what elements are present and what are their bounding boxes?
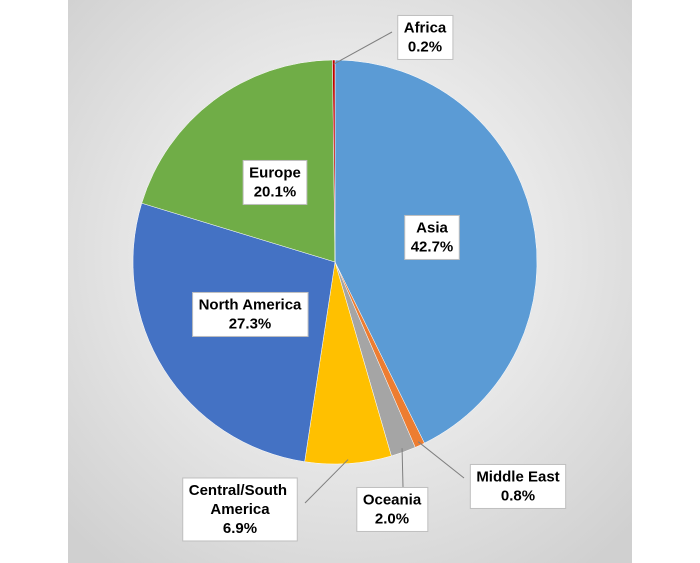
label-value: 0.2% [408, 38, 442, 55]
data-label: Central/South America 6.9% [182, 477, 298, 542]
label-box [404, 214, 460, 260]
label-category: Africa [404, 19, 447, 36]
leader-line [304, 459, 349, 504]
leader-line [333, 31, 393, 65]
pie-slice [332, 59, 336, 263]
data-label: Oceania 2.0% [356, 486, 429, 532]
label-value: 20.1% [254, 183, 297, 200]
data-label: Asia 42.7% [404, 214, 460, 260]
label-category: Asia [416, 219, 448, 236]
label-category: Oceania [363, 491, 422, 508]
leader-line [417, 441, 465, 479]
label-value: 6.9% [223, 520, 257, 537]
label-value: 0.8% [501, 487, 535, 504]
label-value: 42.7% [411, 238, 454, 255]
label-box [242, 159, 308, 205]
label-box [192, 291, 309, 337]
leader-line [401, 448, 404, 488]
pie-slice [141, 59, 336, 263]
data-label: Africa 0.2% [397, 14, 454, 60]
label-box [356, 486, 429, 532]
label-category: Central/South America [189, 482, 292, 518]
label-box [182, 477, 298, 542]
label-value: 27.3% [229, 315, 272, 332]
label-value: 2.0% [375, 510, 409, 527]
data-label: North America 27.3% [192, 291, 309, 337]
label-line: America [210, 501, 270, 518]
label-category: Europe [249, 164, 301, 181]
data-label: Middle East 0.8% [469, 463, 567, 509]
label-category: Middle East [476, 468, 559, 485]
label-box [469, 463, 567, 509]
label-box [397, 14, 454, 60]
label-line: Central/South [189, 482, 292, 499]
data-label: Europe 20.1% [242, 159, 308, 205]
label-category: North America [199, 296, 302, 313]
